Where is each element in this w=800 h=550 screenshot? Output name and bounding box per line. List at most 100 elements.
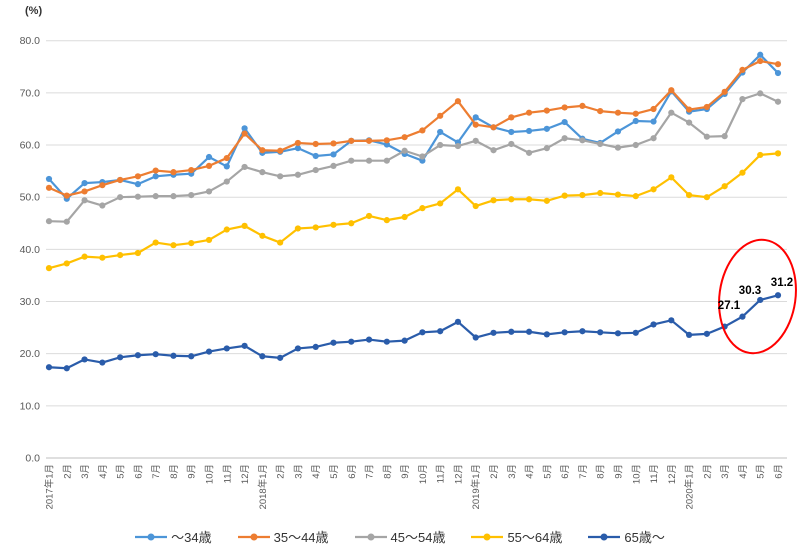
- data-point: [259, 169, 266, 176]
- data-point: [365, 336, 373, 343]
- data-point: [117, 354, 124, 361]
- x-axis-tick-label: 4月: [311, 464, 322, 479]
- legend-label: ～34歳: [171, 530, 212, 545]
- data-point: [774, 292, 782, 299]
- data-point: [419, 153, 426, 160]
- data-point: [152, 193, 159, 200]
- data-point: [561, 192, 568, 199]
- x-axis-tick-label: 10月: [205, 464, 216, 484]
- data-point: [152, 351, 159, 358]
- data-point: [330, 151, 337, 158]
- data-point: [81, 188, 88, 195]
- y-axis-tick-label: 30.0: [20, 296, 41, 308]
- x-axis-tick-label: 2月: [489, 464, 500, 479]
- x-axis-tick-label: 5月: [542, 464, 553, 479]
- data-point: [241, 130, 248, 137]
- data-point: [419, 127, 426, 134]
- data-point: [685, 119, 693, 126]
- data-point: [205, 348, 213, 355]
- data-point: [223, 345, 230, 352]
- data-point: [134, 352, 142, 359]
- data-point: [685, 106, 693, 113]
- data-point: [597, 329, 604, 336]
- data-point: [508, 196, 515, 203]
- x-axis-tick-label: 8月: [382, 464, 393, 479]
- data-point: [543, 145, 550, 152]
- x-axis-tick-label: 6月: [774, 464, 785, 479]
- data-point: [472, 121, 479, 128]
- data-point: [437, 141, 444, 149]
- data-point: [348, 137, 355, 144]
- data-point: [259, 147, 266, 154]
- data-point: [81, 356, 88, 363]
- data-point: [685, 192, 693, 199]
- x-axis-tick-label: 3月: [80, 464, 91, 479]
- data-point: [294, 225, 302, 232]
- data-point: [508, 128, 515, 136]
- data-point: [117, 194, 124, 201]
- data-point: [188, 192, 195, 199]
- data-point: [437, 200, 444, 207]
- data-point: [170, 193, 177, 200]
- x-axis-tick-label: 5月: [756, 464, 767, 479]
- x-axis-tick-label: 12月: [453, 464, 464, 484]
- x-axis-tick-label: 10月: [631, 464, 642, 484]
- y-axis-tick-label: 10.0: [20, 400, 41, 412]
- data-point: [650, 321, 657, 328]
- data-point: [454, 142, 462, 150]
- data-point: [223, 154, 230, 162]
- data-point: [525, 109, 533, 116]
- data-point: [330, 221, 337, 228]
- data-point: [543, 107, 550, 114]
- data-point: [614, 330, 622, 337]
- data-point: [508, 114, 515, 121]
- x-axis-tick-label: 6月: [347, 464, 358, 479]
- x-axis-tick-label: 7月: [578, 464, 589, 479]
- y-axis-tick-label: 50.0: [20, 192, 41, 204]
- data-point: [650, 186, 657, 193]
- x-axis-tick-label: 11月: [436, 464, 447, 483]
- data-point: [223, 163, 230, 170]
- data-point: [365, 157, 373, 164]
- x-axis-tick-label: 5月: [116, 464, 127, 479]
- data-point: [490, 124, 497, 131]
- data-point: [774, 98, 782, 105]
- data-point: [614, 191, 622, 198]
- x-axis-tick-label: 8月: [169, 464, 180, 479]
- data-point: [774, 61, 782, 68]
- legend-item-1: 35～44歳: [237, 527, 329, 546]
- data-point: [614, 109, 622, 116]
- data-point: [472, 114, 479, 121]
- data-point: [561, 104, 568, 111]
- data-point: [117, 251, 124, 259]
- data-point: [312, 343, 319, 350]
- data-point: [757, 57, 764, 65]
- x-axis-tick-label: 12月: [667, 464, 678, 484]
- data-point: [348, 338, 355, 345]
- data-point: [348, 220, 355, 227]
- data-point: [259, 353, 266, 360]
- data-point: [632, 110, 639, 117]
- data-point: [170, 242, 177, 249]
- legend-label: 65歳～: [624, 530, 665, 545]
- data-point: [703, 330, 710, 337]
- x-axis-tick-label: 2017年1月: [44, 464, 56, 509]
- data-point: [45, 184, 53, 191]
- data-point: [45, 265, 53, 272]
- data-point: [668, 87, 675, 94]
- data-point: [472, 334, 479, 341]
- data-point: [134, 181, 142, 188]
- data-point: [774, 150, 782, 157]
- data-point: [170, 352, 177, 359]
- data-point: [721, 133, 728, 140]
- x-axis-tick-label: 7月: [365, 464, 376, 479]
- data-point: [579, 137, 586, 144]
- data-point: [401, 147, 408, 154]
- data-point: [383, 137, 390, 144]
- legend-marker-icon: [135, 533, 168, 540]
- data-point: [63, 192, 70, 199]
- data-point: [739, 313, 746, 320]
- data-point: [561, 118, 568, 126]
- data-point: [312, 224, 319, 231]
